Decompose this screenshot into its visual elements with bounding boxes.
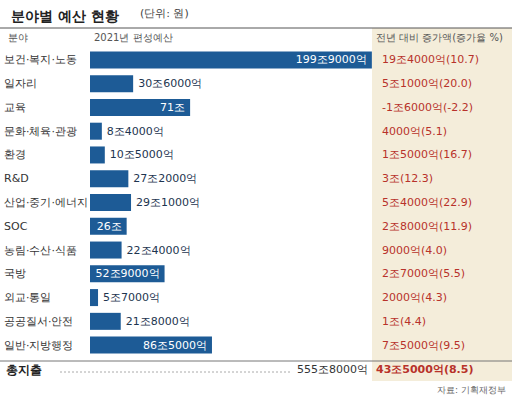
svg-text:9000억(4.0): 9000억(4.0): [382, 244, 447, 257]
svg-text:5조1000억(20.0): 5조1000억(20.0): [382, 77, 472, 90]
svg-text:21조8000억: 21조8000억: [126, 315, 190, 328]
svg-text:2000억(4.3): 2000억(4.3): [382, 291, 447, 304]
svg-text:7조5000억(9.5): 7조5000억(9.5): [382, 339, 465, 352]
svg-text:산업·중기·에너지: 산업·중기·에너지: [4, 196, 88, 209]
svg-text:총지출: 총지출: [6, 363, 42, 377]
svg-text:환경: 환경: [4, 148, 26, 161]
svg-text:교육: 교육: [4, 101, 26, 114]
svg-text:43조5000억(8.5): 43조5000억(8.5): [376, 363, 473, 376]
svg-text:555조8000억: 555조8000억: [297, 363, 368, 376]
svg-text:2조8000억(11.9): 2조8000억(11.9): [382, 220, 472, 233]
svg-text:2021년 편성예산: 2021년 편성예산: [94, 32, 173, 43]
svg-text:5조4000억(22.9): 5조4000억(22.9): [382, 196, 472, 209]
svg-text:일자리: 일자리: [4, 77, 37, 90]
svg-text:일반·지방행정: 일반·지방행정: [4, 339, 74, 352]
svg-text:22조4000억: 22조4000억: [127, 244, 191, 257]
svg-text:국방: 국방: [4, 267, 26, 280]
svg-text:86조5000억: 86조5000억: [143, 339, 207, 352]
svg-text:26조: 26조: [97, 220, 122, 233]
svg-text:공공질서·안전: 공공질서·안전: [4, 315, 74, 328]
svg-text:문화·체육·관광: 문화·체육·관광: [4, 125, 77, 138]
svg-text:27조2000억: 27조2000억: [133, 172, 197, 185]
svg-text:자료: 기획재정부: 자료: 기획재정부: [437, 385, 506, 395]
svg-text:19조4000억(10.7): 19조4000억(10.7): [382, 53, 479, 66]
svg-text:분야별 예산 현황: 분야별 예산 현황: [11, 8, 119, 24]
svg-text:52조9000억: 52조9000억: [96, 267, 160, 280]
svg-text:1조(4.4): 1조(4.4): [382, 315, 426, 328]
svg-text:8조4000억: 8조4000억: [107, 125, 164, 138]
svg-text:SOC: SOC: [4, 220, 28, 233]
svg-text:보건·복지·노동: 보건·복지·노동: [4, 53, 77, 66]
svg-text:10조5000억: 10조5000억: [110, 148, 174, 161]
svg-text:2조7000억(5.5): 2조7000억(5.5): [382, 267, 465, 280]
svg-text:199조9000억: 199조9000억: [296, 53, 367, 66]
svg-text:1조5000억(16.7): 1조5000억(16.7): [382, 148, 472, 161]
svg-text:71조: 71조: [160, 101, 185, 114]
svg-text:농림·수산·식품: 농림·수산·식품: [4, 244, 77, 257]
svg-text:5조7000억: 5조7000억: [103, 291, 160, 304]
svg-text:-1조6000억(-2.2): -1조6000억(-2.2): [382, 101, 473, 114]
svg-text:3조(12.3): 3조(12.3): [382, 172, 433, 185]
svg-text:4000억(5.1): 4000억(5.1): [382, 125, 447, 138]
svg-text:전년 대비 증가액(증가율 %): 전년 대비 증가액(증가율 %): [376, 32, 503, 43]
svg-text:분야: 분야: [8, 32, 28, 43]
svg-text:30조6000억: 30조6000억: [138, 77, 202, 90]
svg-text:29조1000억: 29조1000억: [136, 196, 200, 209]
svg-text:(단위: 원): (단위: 원): [140, 7, 189, 20]
svg-text:외교·통일: 외교·통일: [4, 291, 52, 304]
svg-text:R&D: R&D: [4, 172, 29, 185]
